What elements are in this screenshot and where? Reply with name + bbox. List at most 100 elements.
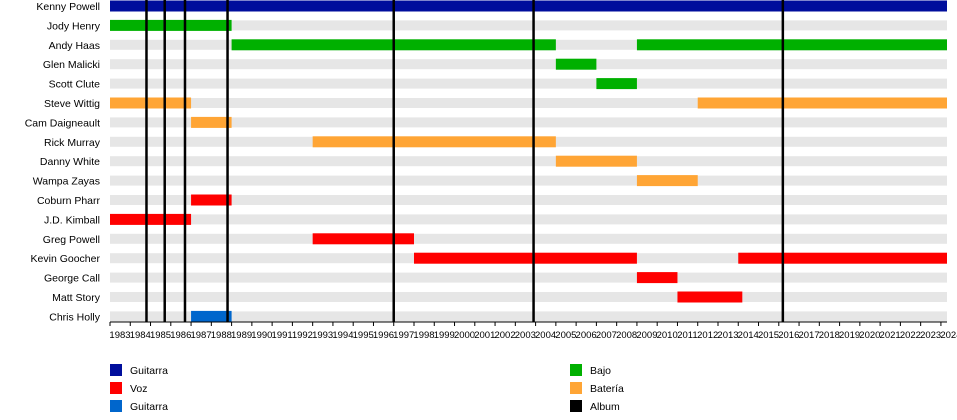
- row-stripe: [110, 272, 947, 283]
- member-bar-bateria: [312, 136, 556, 148]
- member-name-label: Kevin Goocher: [31, 253, 101, 265]
- x-tick-label: 1997: [393, 330, 414, 341]
- x-tick-label: 2000: [454, 330, 475, 341]
- x-tick-label: 2019: [839, 330, 860, 341]
- x-tick-label: 2006: [576, 330, 597, 341]
- member-bar-voz: [413, 252, 637, 264]
- x-tick-label: 2023: [920, 330, 941, 341]
- member-bar-voz: [312, 233, 414, 245]
- x-tick-label: 1992: [292, 330, 313, 341]
- member-name-label: Andy Haas: [49, 40, 100, 52]
- x-tick-label: 2016: [778, 330, 799, 341]
- x-tick-label: 1999: [434, 330, 455, 341]
- x-tick-label: 2021: [880, 330, 901, 341]
- legend-swatch-bateria: [570, 382, 582, 394]
- legend-swatch-guitarra: [110, 364, 122, 376]
- x-tick-label: 1998: [413, 330, 434, 341]
- member-bar-bateria: [555, 155, 637, 167]
- x-tick-label: 2010: [657, 330, 678, 341]
- row-stripe: [110, 175, 947, 186]
- legend-label: Guitarra: [130, 401, 168, 413]
- row-stripe: [110, 156, 947, 167]
- x-tick-label: 2024: [940, 330, 957, 341]
- member-name-label: Wampa Zayas: [33, 176, 100, 188]
- x-tick-label: 2012: [697, 330, 718, 341]
- row-stripe: [110, 292, 947, 302]
- member-name-label: Coburn Pharr: [37, 195, 101, 207]
- legend-label: Album: [590, 401, 620, 413]
- x-tick-label: 1987: [190, 330, 211, 341]
- x-tick-label: 2013: [717, 330, 738, 341]
- x-tick-label: 1995: [353, 330, 374, 341]
- x-tick-label: 2015: [758, 330, 779, 341]
- member-bar-bajo: [636, 39, 947, 51]
- member-bar-voz: [191, 194, 232, 206]
- x-tick-label: 1994: [332, 330, 353, 341]
- x-tick-label: 1983: [109, 330, 130, 341]
- row-stripe: [110, 311, 947, 322]
- legend-swatch-bajo: [570, 364, 582, 376]
- album-lines: [145, 0, 785, 322]
- member-name-label: Greg Powell: [43, 234, 100, 246]
- member-name-label: Steve Wittig: [44, 98, 100, 110]
- legend-label: Voz: [130, 383, 148, 395]
- member-name-label: Kenny Powell: [36, 1, 100, 13]
- x-tick-label: 2009: [636, 330, 657, 341]
- x-tick-label: 2011: [677, 330, 697, 341]
- member-bar-bajo: [555, 58, 597, 70]
- x-tick-label: 2022: [900, 330, 921, 341]
- row-stripe: [110, 214, 947, 225]
- x-tick-label: 2002: [494, 330, 515, 341]
- x-tick-label: 2004: [535, 330, 556, 341]
- member-name-label: Glen Malicki: [43, 59, 100, 71]
- member-name-label: Chris Holly: [49, 311, 101, 323]
- member-name-label: Cam Daigneault: [25, 117, 100, 129]
- legend-label: Batería: [590, 383, 624, 395]
- member-name-label: Scott Clute: [49, 79, 101, 91]
- member-bar-bateria: [636, 175, 698, 187]
- x-tick-label: 1988: [211, 330, 232, 341]
- legend-swatch-voz: [110, 382, 122, 394]
- legend: Guitarra Voz Guitarra Bajo Batería Album: [110, 364, 624, 413]
- x-tick-label: 2020: [859, 330, 880, 341]
- member-bar-voz: [636, 272, 678, 284]
- member-bar-voz: [110, 213, 192, 225]
- row-stripe: [110, 98, 947, 108]
- x-tick-label: 1990: [251, 330, 272, 341]
- member-bar-voz: [738, 252, 947, 264]
- x-axis: 1983 1984 1985 1986 1987 1988 1989 1990 1991 1992…: [109, 321, 957, 341]
- member-bar-bajo: [110, 19, 232, 31]
- x-tick-label: 2001: [474, 330, 495, 341]
- member-bar-guitarra_2: [191, 310, 232, 322]
- member-name-label: Rick Murray: [44, 137, 101, 149]
- x-tick-label: 1991: [272, 330, 293, 341]
- legend-swatch-guitarra_2: [110, 400, 122, 412]
- member-names: Kenny Powell Jody Henry Andy Haas Glen Mali…: [25, 1, 101, 323]
- member-name-label: Jody Henry: [47, 20, 101, 32]
- row-stripe: [110, 20, 947, 31]
- x-tick-label: 2003: [515, 330, 536, 341]
- member-name-label: J.D. Kimball: [44, 214, 100, 226]
- legend-label: Bajo: [590, 365, 611, 377]
- row-stripe: [110, 195, 947, 205]
- x-tick-label: 2017: [798, 330, 819, 341]
- x-tick-label: 1984: [130, 330, 151, 341]
- x-tick-label: 2008: [616, 330, 637, 341]
- x-tick-label: 2018: [819, 330, 840, 341]
- x-tick-label: 1989: [231, 330, 252, 341]
- member-bar-bateria: [697, 97, 947, 109]
- x-tick-label: 2007: [596, 330, 617, 341]
- x-tick-label: 1985: [150, 330, 171, 341]
- member-bar-voz: [677, 291, 743, 303]
- member-bar-bateria: [191, 116, 232, 128]
- member-bar-bajo: [596, 78, 637, 90]
- row-stripe: [110, 59, 947, 70]
- member-bar-guitarra: [110, 0, 947, 12]
- x-tick-label: 1996: [373, 330, 394, 341]
- member-name-label: Danny White: [40, 156, 100, 168]
- legend-label: Guitarra: [130, 365, 168, 377]
- legend-swatch-album: [570, 400, 582, 412]
- x-tick-label: 1993: [312, 330, 333, 341]
- member-bar-bateria: [110, 97, 192, 109]
